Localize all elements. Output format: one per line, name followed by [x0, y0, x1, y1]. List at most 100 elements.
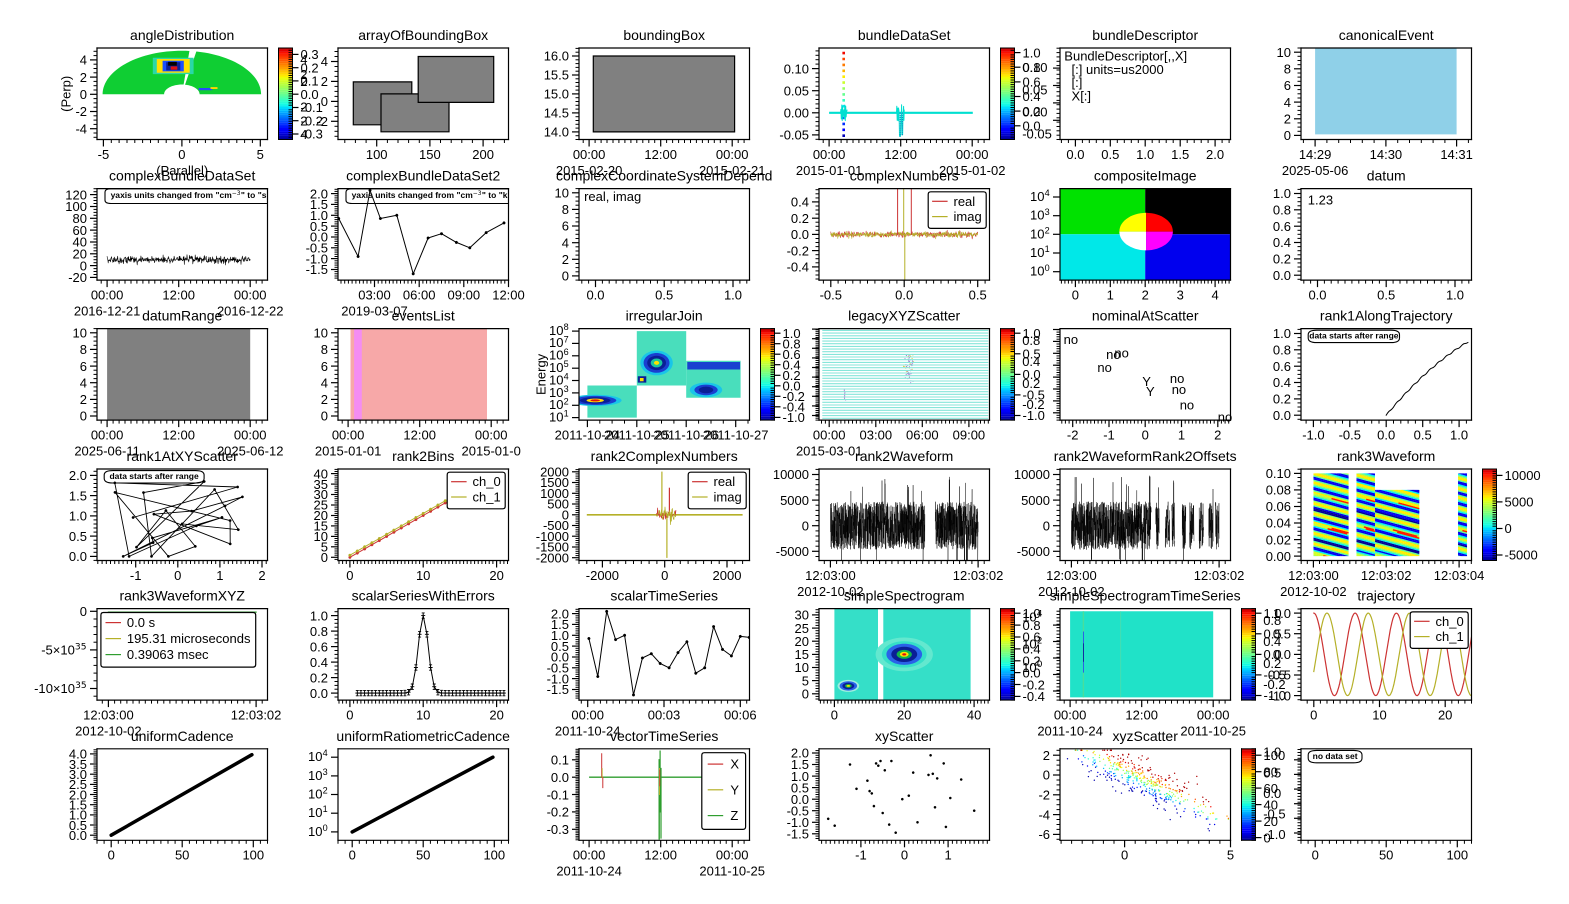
- svg-text:00:00: 00:00: [91, 288, 124, 303]
- svg-text:0: 0: [80, 604, 87, 619]
- svg-text:10: 10: [73, 326, 87, 341]
- svg-text:12:00: 12:00: [492, 288, 525, 303]
- svg-text:8: 8: [80, 342, 87, 357]
- svg-text:-0.2: -0.2: [301, 114, 323, 129]
- svg-text:-1.0: -1.0: [787, 815, 809, 830]
- svg-text:0.10: 0.10: [1022, 60, 1047, 75]
- svg-text:0.2: 0.2: [1273, 392, 1291, 407]
- svg-text:0.1: 0.1: [551, 753, 569, 768]
- svg-text:0.0: 0.0: [1023, 119, 1041, 134]
- svg-text:4.0: 4.0: [69, 747, 87, 762]
- svg-text:12:03:02: 12:03:02: [1361, 568, 1412, 583]
- svg-text:1.0: 1.0: [1136, 147, 1154, 162]
- svg-text:-1000: -1000: [536, 529, 569, 544]
- svg-text:10000: 10000: [1505, 468, 1541, 483]
- svg-text:5000: 5000: [1505, 495, 1534, 510]
- svg-text:uniformCadence: uniformCadence: [131, 728, 234, 744]
- svg-text:ch_0: ch_0: [1436, 614, 1464, 629]
- svg-text:00:00: 00:00: [571, 708, 604, 723]
- svg-text:4: 4: [321, 375, 328, 390]
- svg-text:0.5: 0.5: [1377, 288, 1395, 303]
- svg-text:(Perp): (Perp): [59, 76, 74, 112]
- svg-text:0.8: 0.8: [1022, 333, 1040, 348]
- svg-text:2015-01-01: 2015-01-01: [315, 444, 382, 459]
- svg-text:0.5: 0.5: [1023, 347, 1041, 362]
- svg-text:2015-02-20: 2015-02-20: [556, 163, 623, 178]
- svg-text:104: 104: [1022, 610, 1043, 625]
- svg-text:15.0: 15.0: [544, 87, 569, 102]
- svg-text:1.0: 1.0: [1023, 326, 1041, 341]
- svg-text:2025-05-06: 2025-05-06: [1282, 163, 1349, 178]
- svg-text:20: 20: [314, 508, 328, 523]
- svg-text:0.2: 0.2: [1273, 252, 1291, 267]
- svg-text:-0.5: -0.5: [820, 288, 842, 303]
- svg-text:-0.05: -0.05: [779, 128, 809, 143]
- svg-text:0.4: 0.4: [791, 195, 809, 210]
- svg-text:108: 108: [549, 322, 569, 338]
- svg-text:0: 0: [321, 550, 328, 565]
- svg-text:1.0: 1.0: [310, 208, 328, 223]
- svg-text:2: 2: [258, 568, 265, 583]
- svg-text:0.8: 0.8: [1023, 618, 1041, 633]
- svg-text:0.00: 0.00: [1266, 549, 1291, 564]
- svg-text:-1.0: -1.0: [1302, 428, 1324, 443]
- svg-text:-0.5: -0.5: [1264, 668, 1286, 683]
- svg-text:[:] units=us2000: [:] units=us2000: [1064, 62, 1163, 77]
- svg-text:-0.5: -0.5: [1263, 807, 1285, 822]
- svg-text:[:]: [:]: [1064, 75, 1082, 90]
- svg-text:0: 0: [901, 848, 908, 863]
- svg-text:20: 20: [489, 568, 503, 583]
- svg-text:10000: 10000: [773, 467, 809, 482]
- svg-text:bundleDataSet: bundleDataSet: [858, 27, 951, 43]
- svg-text:1.5: 1.5: [69, 488, 87, 503]
- svg-text:0.10: 0.10: [784, 61, 809, 76]
- svg-text:0: 0: [1121, 848, 1128, 863]
- svg-text:40: 40: [1264, 797, 1278, 812]
- svg-text:BundleDescriptor[,,X]: BundleDescriptor[,,X]: [1064, 49, 1187, 64]
- svg-text:0.0: 0.0: [69, 549, 87, 564]
- svg-text:data starts after range: data starts after range: [1309, 331, 1399, 341]
- svg-text:30: 30: [795, 608, 809, 623]
- svg-text:0.2: 0.2: [301, 60, 319, 75]
- svg-text:-1.0: -1.0: [1263, 827, 1285, 842]
- svg-text:20: 20: [897, 708, 911, 723]
- svg-text:-5000: -5000: [776, 544, 809, 559]
- svg-text:-0.4: -0.4: [787, 260, 809, 275]
- svg-text:20: 20: [489, 708, 503, 723]
- svg-text:-2: -2: [75, 104, 87, 119]
- svg-text:200: 200: [472, 147, 494, 162]
- svg-text:2: 2: [1142, 288, 1149, 303]
- svg-text:-0.2: -0.2: [1022, 397, 1044, 412]
- svg-text:0.0: 0.0: [310, 686, 328, 701]
- svg-text:0.2: 0.2: [310, 670, 328, 685]
- svg-text:rank1AtXYScatter: rank1AtXYScatter: [127, 448, 239, 464]
- svg-text:4: 4: [80, 53, 87, 68]
- svg-text:2015-03-01: 2015-03-01: [796, 444, 863, 459]
- svg-text:00:00: 00:00: [813, 428, 846, 443]
- svg-text:6: 6: [321, 359, 328, 374]
- svg-text:-6: -6: [1038, 827, 1050, 842]
- svg-text:0.8: 0.8: [1273, 203, 1291, 218]
- svg-text:complexBundleDataSet2: complexBundleDataSet2: [346, 168, 500, 184]
- svg-text:0.0: 0.0: [895, 288, 913, 303]
- svg-text:-2000: -2000: [536, 550, 569, 565]
- svg-text:0: 0: [321, 94, 328, 109]
- svg-text:10: 10: [1372, 708, 1386, 723]
- svg-text:2: 2: [1043, 748, 1050, 763]
- svg-text:2016-12-21: 2016-12-21: [74, 304, 141, 319]
- svg-text:50: 50: [1379, 848, 1393, 863]
- svg-text:03:00: 03:00: [358, 288, 391, 303]
- svg-text:ch_1: ch_1: [473, 490, 501, 505]
- svg-text:(Parallel): (Parallel): [156, 163, 208, 178]
- svg-text:03:00: 03:00: [860, 428, 893, 443]
- svg-text:195.31 microseconds: 195.31 microseconds: [127, 631, 251, 646]
- svg-text:2015-01-01: 2015-01-01: [796, 163, 863, 178]
- svg-text:Z: Z: [730, 808, 738, 823]
- svg-text:1.0: 1.0: [1263, 745, 1281, 760]
- svg-text:-0.4: -0.4: [783, 400, 805, 415]
- svg-text:-0.5: -0.5: [1023, 388, 1045, 403]
- svg-text:0.0: 0.0: [1273, 408, 1291, 423]
- svg-text:2.0: 2.0: [69, 468, 87, 483]
- svg-text:0.8: 0.8: [1263, 613, 1281, 628]
